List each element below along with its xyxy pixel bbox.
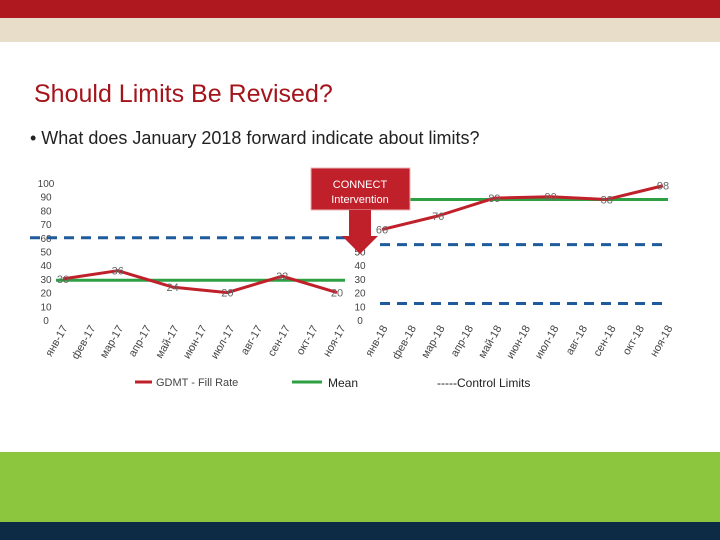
data-label: 90 — [544, 192, 556, 204]
legend-control-label: -----Control Limits — [437, 376, 530, 390]
slide-title: Should Limits Be Revised? — [34, 80, 333, 108]
x-tick-label: июл-18 — [533, 324, 562, 362]
data-label: 32 — [276, 271, 288, 283]
x-tick-label: авг-17 — [239, 324, 265, 358]
legend-series-label: GDMT - Fill Rate — [156, 377, 238, 389]
callout-line-1: CONNECT — [333, 179, 388, 191]
data-label: 76 — [432, 211, 444, 223]
y-tick-label: 40 — [40, 261, 52, 272]
top-accent-bar — [0, 0, 720, 18]
x-tick-label: окт-17 — [294, 324, 320, 358]
connect-intervention-callout: CONNECT Intervention — [310, 167, 411, 254]
y-tick-label: 20 — [354, 289, 366, 300]
x-tick-label: июн-17 — [181, 324, 210, 362]
legend-mean-label: Mean — [328, 376, 358, 390]
y-tick-label: 40 — [354, 261, 366, 272]
x-tick-label: май-17 — [154, 324, 182, 361]
data-label: 24 — [166, 282, 178, 294]
x-tick-label: июл-17 — [209, 324, 238, 362]
footer-navy-bar — [0, 522, 720, 540]
fill-rate-line — [62, 269, 338, 295]
fill-rate-line — [381, 184, 664, 232]
x-tick-label: май-18 — [476, 324, 504, 361]
control-limit-lines — [30, 236, 668, 306]
callout-line-2: Intervention — [331, 194, 388, 206]
y-tick-label: 0 — [357, 316, 363, 327]
callout-arrow — [342, 210, 378, 254]
footer-green-band — [0, 452, 720, 522]
x-tick-label: апр-17 — [127, 324, 154, 360]
x-tick-label: ноя-17 — [321, 324, 348, 359]
x-tick-label: янв-18 — [363, 324, 390, 359]
y-tick-label: 60 — [40, 234, 52, 245]
y-tick-label: 30 — [40, 275, 52, 286]
data-label: 20 — [331, 288, 343, 300]
y-tick-label: 50 — [40, 248, 52, 259]
data-label: 66 — [376, 225, 388, 237]
y-tick-label: 80 — [40, 206, 52, 217]
x-tick-label: фев-18 — [390, 324, 419, 362]
data-label: 98 — [657, 181, 669, 193]
data-label: 88 — [601, 194, 613, 206]
x-tick-label: янв-17 — [43, 324, 70, 359]
slide-bullet: • What does January 2018 forward indicat… — [30, 128, 480, 148]
y-tick-label: 30 — [354, 275, 366, 286]
x-tick-label: окт-18 — [621, 324, 647, 358]
y-tick-label: 100 — [38, 179, 55, 190]
x-tick-label: ноя-18 — [648, 324, 675, 359]
y-tick-label: 70 — [40, 220, 52, 231]
chart-legend: GDMT - Fill Rate Mean -----Control Limit… — [135, 376, 530, 390]
x-tick-label: сен-18 — [591, 324, 618, 359]
y-tick-label: 0 — [43, 316, 49, 327]
x-tick-label: апр-18 — [449, 324, 476, 360]
x-tick-label: июн-18 — [505, 324, 534, 362]
data-labels: 30 36 24 20 32 20 66 76 89 90 88 98 — [57, 181, 669, 300]
y-tick-label: 10 — [354, 302, 366, 313]
x-tick-label: мар-18 — [419, 324, 447, 361]
x-tick-label: мар-17 — [98, 324, 126, 361]
fill-rate-lines — [62, 184, 664, 295]
data-label: 36 — [112, 266, 124, 278]
x-tick-label: авг-18 — [564, 324, 590, 358]
data-label: 20 — [221, 288, 233, 300]
y-tick-label: 90 — [40, 193, 52, 204]
x-tick-label: сен-17 — [266, 324, 293, 359]
data-label: 30 — [57, 274, 69, 286]
header-band — [0, 18, 720, 42]
y-tick-label: 10 — [40, 302, 52, 313]
data-label: 89 — [488, 193, 500, 205]
y-tick-label: 20 — [40, 289, 52, 300]
x-tick-label: фев-17 — [70, 324, 99, 362]
